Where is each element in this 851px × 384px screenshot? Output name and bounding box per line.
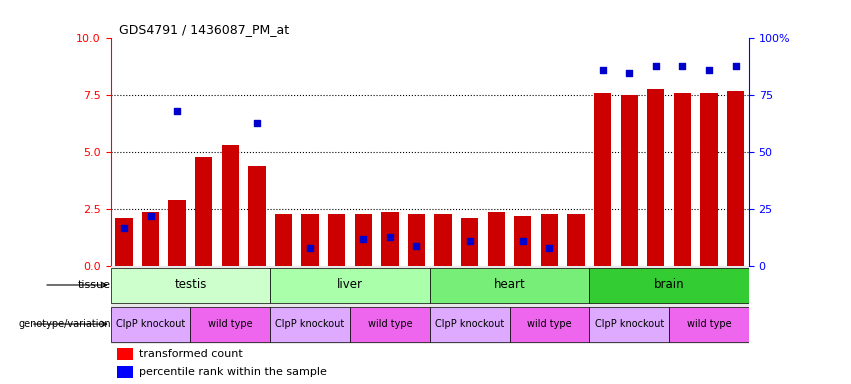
Bar <box>589 268 749 303</box>
Bar <box>191 307 271 343</box>
Bar <box>408 214 426 266</box>
Point <box>543 245 557 251</box>
Bar <box>669 307 749 343</box>
Bar <box>700 93 717 266</box>
Text: ClpP knockout: ClpP knockout <box>595 319 664 329</box>
Bar <box>117 348 133 361</box>
Bar <box>594 93 611 266</box>
Bar <box>381 212 398 266</box>
Bar <box>248 166 266 266</box>
Text: wild type: wild type <box>687 319 731 329</box>
Bar <box>589 307 669 343</box>
Bar <box>620 95 638 266</box>
Text: ClpP knockout: ClpP knockout <box>435 319 505 329</box>
Point <box>357 236 370 242</box>
Point <box>516 238 529 244</box>
Bar <box>117 366 133 378</box>
Bar <box>434 214 452 266</box>
Text: wild type: wild type <box>208 319 253 329</box>
Point <box>144 213 157 219</box>
Bar <box>488 212 505 266</box>
Text: ClpP knockout: ClpP knockout <box>116 319 186 329</box>
Point <box>676 63 689 69</box>
Text: testis: testis <box>174 278 207 291</box>
Point <box>117 224 131 230</box>
Point <box>303 245 317 251</box>
Bar <box>275 214 292 266</box>
Point <box>383 233 397 240</box>
Point <box>250 120 264 126</box>
Point <box>409 243 423 249</box>
Bar <box>111 268 271 303</box>
Text: genotype/variation: genotype/variation <box>18 319 111 329</box>
Text: wild type: wild type <box>368 319 412 329</box>
Bar <box>727 91 745 266</box>
Text: brain: brain <box>654 278 684 291</box>
Bar <box>350 307 430 343</box>
Point <box>702 67 716 73</box>
Bar <box>510 307 589 343</box>
Bar <box>328 214 346 266</box>
Point <box>622 70 636 76</box>
Bar <box>647 89 665 266</box>
Bar <box>115 218 133 266</box>
Bar <box>271 307 350 343</box>
Bar <box>221 146 239 266</box>
Bar <box>195 157 213 266</box>
Bar <box>271 268 430 303</box>
Bar <box>142 212 159 266</box>
Point <box>649 63 663 69</box>
Text: wild type: wild type <box>527 319 572 329</box>
Text: transformed count: transformed count <box>140 349 243 359</box>
Text: tissue: tissue <box>78 280 111 290</box>
Bar <box>301 214 319 266</box>
Bar <box>430 307 510 343</box>
Text: liver: liver <box>337 278 363 291</box>
Bar <box>540 214 558 266</box>
Point <box>463 238 477 244</box>
Bar <box>568 214 585 266</box>
Point <box>170 108 184 114</box>
Bar <box>461 218 478 266</box>
Point <box>596 67 609 73</box>
Text: heart: heart <box>494 278 525 291</box>
Point <box>728 63 742 69</box>
Text: ClpP knockout: ClpP knockout <box>276 319 345 329</box>
Bar <box>168 200 186 266</box>
Bar <box>355 214 372 266</box>
Bar <box>430 268 589 303</box>
Bar <box>514 216 532 266</box>
Text: GDS4791 / 1436087_PM_at: GDS4791 / 1436087_PM_at <box>119 23 289 36</box>
Bar <box>111 307 191 343</box>
Bar <box>674 93 691 266</box>
Text: percentile rank within the sample: percentile rank within the sample <box>140 367 328 377</box>
